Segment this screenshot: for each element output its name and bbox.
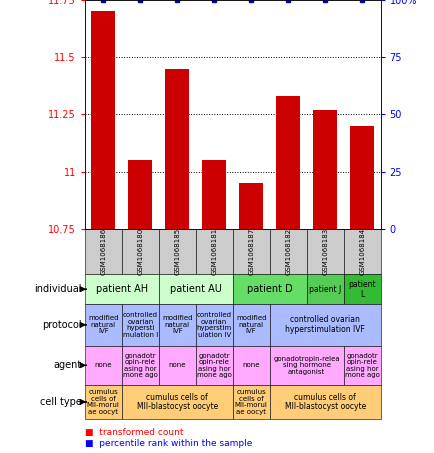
Text: protocol: protocol [42, 320, 82, 330]
Text: GSM1068181: GSM1068181 [211, 228, 217, 275]
Text: cumulus
cells of
MII-morul
ae oocyt: cumulus cells of MII-morul ae oocyt [234, 389, 267, 414]
Bar [91, 11, 115, 229]
Text: modified
natural
IVF: modified natural IVF [235, 315, 266, 334]
Bar [195, 229, 232, 275]
Text: patient J: patient J [308, 284, 341, 294]
Bar [85, 304, 122, 346]
Text: none: none [168, 362, 186, 368]
Text: GSM1068186: GSM1068186 [100, 228, 106, 275]
Text: cumulus cells of
MII-blastocyst oocyte: cumulus cells of MII-blastocyst oocyte [136, 393, 217, 411]
Text: patient D: patient D [246, 284, 292, 294]
Bar [343, 346, 380, 385]
Bar [269, 229, 306, 275]
Text: ■  transformed count: ■ transformed count [85, 428, 183, 437]
Text: patient AU: patient AU [169, 284, 221, 294]
Text: patient AH: patient AH [95, 284, 148, 294]
Bar [269, 304, 380, 346]
Text: gonadotr
opin-rele
asing hor
mone ago: gonadotr opin-rele asing hor mone ago [122, 352, 158, 378]
Bar [232, 275, 306, 304]
Bar [85, 346, 122, 385]
Bar [165, 68, 189, 229]
Bar [85, 229, 122, 275]
Text: GSM1068184: GSM1068184 [358, 228, 364, 275]
Bar [232, 385, 269, 419]
Text: controlled
ovarian
hyperstim
ulation IV: controlled ovarian hyperstim ulation IV [196, 312, 231, 337]
Bar [158, 304, 195, 346]
Text: individual: individual [34, 284, 82, 294]
Text: modified
natural
IVF: modified natural IVF [88, 315, 118, 334]
Bar [232, 304, 269, 346]
Bar [85, 385, 122, 419]
Bar [349, 126, 373, 229]
Bar [312, 110, 336, 229]
Text: GSM1068185: GSM1068185 [174, 228, 180, 275]
Text: gonadotr
opin-rele
asing hor
mone ago: gonadotr opin-rele asing hor mone ago [344, 352, 379, 378]
Bar [269, 385, 380, 419]
Bar [343, 229, 380, 275]
Bar [158, 346, 195, 385]
Bar [343, 275, 380, 304]
Bar [239, 183, 263, 229]
Text: ■  percentile rank within the sample: ■ percentile rank within the sample [85, 439, 252, 448]
Bar [122, 229, 158, 275]
Bar [276, 96, 299, 229]
Text: cumulus
cells of
MII-morul
ae oocyt: cumulus cells of MII-morul ae oocyt [87, 389, 119, 414]
Bar [158, 229, 195, 275]
Text: none: none [94, 362, 112, 368]
Bar [306, 275, 343, 304]
Bar [195, 304, 232, 346]
Text: none: none [242, 362, 260, 368]
Text: GSM1068187: GSM1068187 [248, 228, 253, 275]
Bar [195, 346, 232, 385]
Bar [232, 229, 269, 275]
Text: GSM1068180: GSM1068180 [137, 228, 143, 275]
Bar [122, 304, 158, 346]
Bar [269, 346, 343, 385]
Bar [122, 385, 232, 419]
Text: cumulus cells of
MII-blastocyst oocyte: cumulus cells of MII-blastocyst oocyte [284, 393, 365, 411]
Bar [122, 346, 158, 385]
Text: gonadotropin-relea
sing hormone
antagonist: gonadotropin-relea sing hormone antagoni… [273, 356, 339, 375]
Text: gonadotr
opin-rele
asing hor
mone ago: gonadotr opin-rele asing hor mone ago [196, 352, 231, 378]
Text: GSM1068183: GSM1068183 [322, 228, 327, 275]
Text: cell type: cell type [40, 397, 82, 407]
Text: modified
natural
IVF: modified natural IVF [161, 315, 192, 334]
Text: GSM1068182: GSM1068182 [285, 228, 290, 275]
Bar [306, 229, 343, 275]
Text: controlled
ovarian
hypersti
mulation I: controlled ovarian hypersti mulation I [122, 312, 158, 337]
Text: controlled ovarian
hyperstimulation IVF: controlled ovarian hyperstimulation IVF [285, 315, 364, 334]
Text: agent: agent [53, 360, 82, 370]
Text: patient
L: patient L [348, 280, 375, 299]
Bar [128, 160, 152, 229]
Bar [158, 275, 232, 304]
Bar [232, 346, 269, 385]
Bar [202, 160, 226, 229]
Bar [85, 275, 158, 304]
